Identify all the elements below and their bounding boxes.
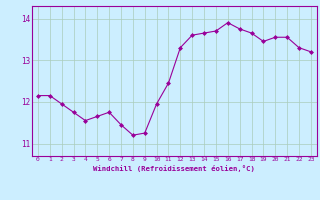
X-axis label: Windchill (Refroidissement éolien,°C): Windchill (Refroidissement éolien,°C) [93,165,255,172]
